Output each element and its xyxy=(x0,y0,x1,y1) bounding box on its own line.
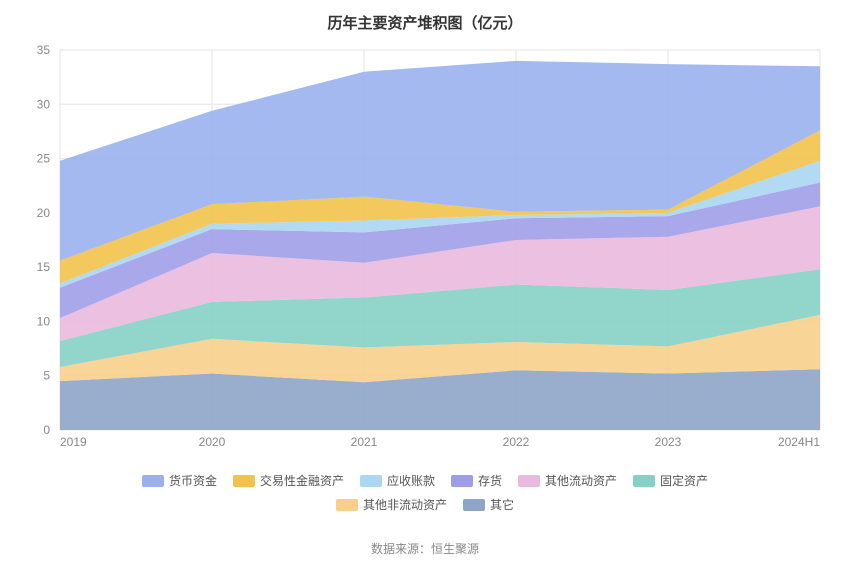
legend-item[interactable]: 交易性金融资产 xyxy=(233,470,344,492)
legend-label: 交易性金融资产 xyxy=(260,470,344,492)
legend-label: 应收账款 xyxy=(387,470,435,492)
svg-text:15: 15 xyxy=(37,260,51,274)
legend-label: 其他非流动资产 xyxy=(363,494,447,516)
legend-item[interactable]: 应收账款 xyxy=(360,470,435,492)
chart-plot-area: 05101520253035201920202021202220232024H1 xyxy=(60,50,820,430)
legend-item[interactable]: 其他非流动资产 xyxy=(336,494,447,516)
legend-swatch xyxy=(451,475,473,487)
svg-text:2019: 2019 xyxy=(60,435,87,449)
legend-item[interactable]: 其他流动资产 xyxy=(518,470,617,492)
legend-swatch xyxy=(233,475,255,487)
svg-text:2023: 2023 xyxy=(655,435,682,449)
svg-text:5: 5 xyxy=(43,369,50,383)
stacked-area-chart: 05101520253035201920202021202220232024H1 xyxy=(60,50,820,430)
legend-swatch xyxy=(633,475,655,487)
svg-text:2022: 2022 xyxy=(503,435,530,449)
svg-text:10: 10 xyxy=(37,314,51,328)
chart-container: 历年主要资产堆积图（亿元） 05101520253035201920202021… xyxy=(0,0,850,575)
svg-text:30: 30 xyxy=(37,97,51,111)
legend-swatch xyxy=(360,475,382,487)
legend-swatch xyxy=(518,475,540,487)
chart-title: 历年主要资产堆积图（亿元） xyxy=(0,0,850,33)
legend-label: 货币资金 xyxy=(169,470,217,492)
chart-source: 数据来源：恒生聚源 xyxy=(0,540,850,557)
legend-label: 其它 xyxy=(490,494,514,516)
svg-text:25: 25 xyxy=(37,152,51,166)
legend-label: 存货 xyxy=(478,470,502,492)
area-series xyxy=(60,369,820,430)
legend-label: 其他流动资产 xyxy=(545,470,617,492)
legend-item[interactable]: 其它 xyxy=(463,494,514,516)
legend-swatch xyxy=(336,499,358,511)
chart-legend: 货币资金 交易性金融资产 应收账款 存货 其他流动资产 固定资产其他非流动资产 其它 xyxy=(0,470,850,518)
legend-swatch xyxy=(142,475,164,487)
svg-text:35: 35 xyxy=(37,43,51,57)
svg-text:20: 20 xyxy=(37,206,51,220)
legend-swatch xyxy=(463,499,485,511)
legend-item[interactable]: 存货 xyxy=(451,470,502,492)
svg-text:2021: 2021 xyxy=(351,435,378,449)
legend-item[interactable]: 固定资产 xyxy=(633,470,708,492)
legend-item[interactable]: 货币资金 xyxy=(142,470,217,492)
legend-label: 固定资产 xyxy=(660,470,708,492)
svg-text:2020: 2020 xyxy=(199,435,226,449)
svg-text:2024H1: 2024H1 xyxy=(778,435,820,449)
svg-text:0: 0 xyxy=(43,423,50,437)
